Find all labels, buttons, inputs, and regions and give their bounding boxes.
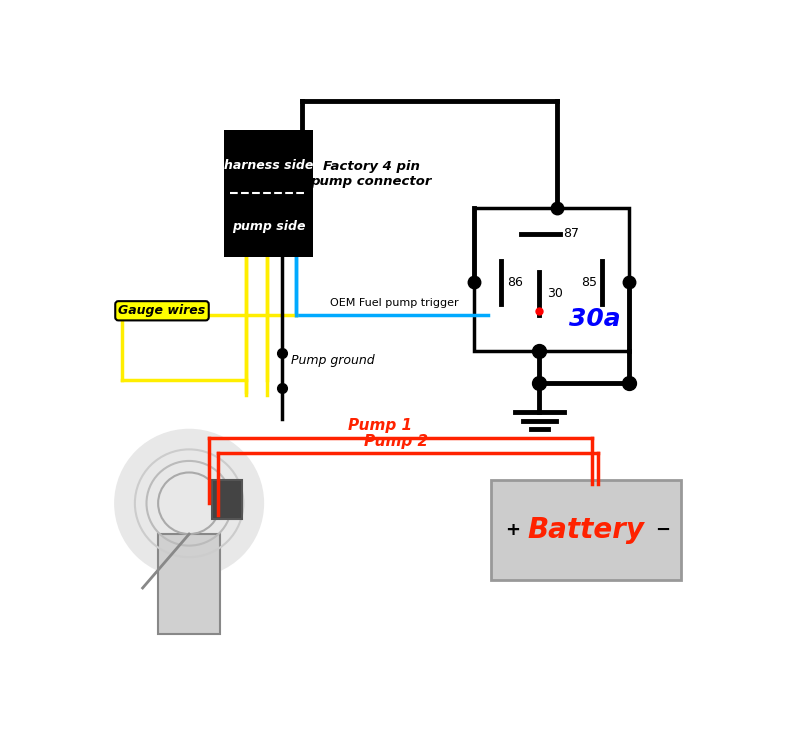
Text: Factory 4 pin
pump connector: Factory 4 pin pump connector [310,160,432,188]
Text: pump side: pump side [232,220,306,233]
Bar [474,208,630,351]
Text: −: − [655,521,670,539]
Text: Gauge wires: Gauge wires [118,304,206,317]
Bar [224,130,313,257]
Text: harness side: harness side [224,159,314,172]
Bar [212,480,242,518]
Text: Pump 2: Pump 2 [363,434,428,448]
Text: 86: 86 [507,276,522,289]
Text: OEM Fuel pump trigger: OEM Fuel pump trigger [330,298,459,308]
Text: +: + [506,521,520,539]
Text: 30a: 30a [570,308,621,332]
Text: 30: 30 [547,287,563,300]
Text: Pump 1: Pump 1 [348,418,412,433]
Text: 85: 85 [581,276,597,289]
Text: Battery: Battery [528,516,645,545]
Text: Pump ground: Pump ground [291,354,375,367]
Circle shape [115,430,262,577]
Bar [491,480,682,580]
Text: 87: 87 [563,227,579,241]
Bar [158,534,220,634]
